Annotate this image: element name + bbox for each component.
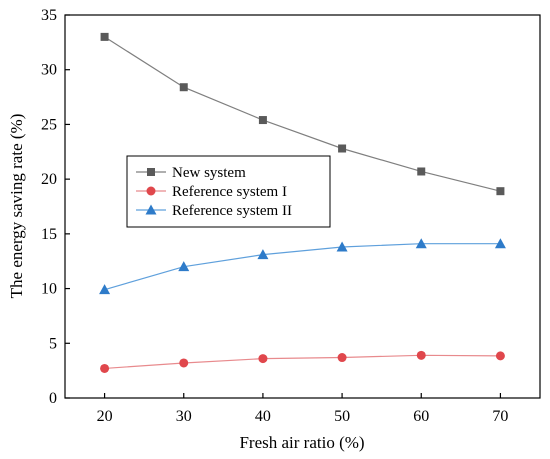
data-point bbox=[258, 116, 267, 125]
data-point bbox=[417, 167, 426, 176]
data-point bbox=[338, 144, 347, 153]
data-point bbox=[415, 238, 427, 249]
data-point bbox=[494, 238, 506, 249]
series-1 bbox=[100, 32, 505, 196]
y-tick-label: 0 bbox=[49, 390, 57, 407]
legend-marker bbox=[145, 204, 157, 215]
y-tick-label: 20 bbox=[41, 171, 57, 188]
x-tick-label: 70 bbox=[492, 408, 508, 425]
series-3 bbox=[99, 238, 506, 295]
data-point bbox=[496, 187, 505, 196]
x-tick-label: 30 bbox=[176, 408, 192, 425]
series-line bbox=[104, 243, 501, 291]
x-axis-title: Fresh air ratio (%) bbox=[239, 433, 364, 452]
series-line bbox=[104, 36, 501, 192]
y-tick-label: 10 bbox=[41, 281, 57, 298]
series-layer bbox=[99, 32, 506, 373]
data-point bbox=[336, 241, 348, 252]
data-point bbox=[100, 363, 110, 373]
x-tick-label: 50 bbox=[334, 408, 350, 425]
data-point bbox=[179, 83, 188, 92]
legend-label: Reference system II bbox=[172, 203, 292, 219]
y-tick-label: 25 bbox=[41, 116, 57, 133]
x-axis: 20 30 40 50 60 70 bbox=[97, 393, 508, 425]
y-tick-label: 5 bbox=[49, 335, 57, 352]
data-point bbox=[416, 350, 426, 360]
legend-label: Reference system I bbox=[172, 184, 287, 200]
y-axis-title: The energy saving rate (%) bbox=[7, 114, 26, 299]
legend-label: New system bbox=[172, 165, 246, 181]
series-line bbox=[104, 354, 501, 370]
data-point bbox=[495, 351, 505, 361]
y-tick-label: 35 bbox=[41, 7, 57, 24]
plot-frame bbox=[64, 14, 541, 399]
data-point bbox=[99, 284, 111, 295]
y-tick-label: 15 bbox=[41, 226, 57, 243]
legend-marker bbox=[146, 186, 156, 196]
legend-marker bbox=[147, 168, 155, 176]
data-point bbox=[100, 32, 109, 41]
y-axis: 0 5 10 15 20 25 30 35 bbox=[41, 7, 70, 407]
x-tick-label: 20 bbox=[97, 408, 113, 425]
data-point bbox=[258, 354, 268, 364]
data-point bbox=[257, 249, 269, 260]
data-point bbox=[179, 358, 189, 368]
y-tick-label: 30 bbox=[41, 62, 57, 79]
series-2 bbox=[100, 350, 505, 373]
data-point bbox=[337, 353, 347, 363]
data-point bbox=[178, 261, 190, 272]
x-tick-label: 40 bbox=[255, 408, 271, 425]
x-tick-label: 60 bbox=[413, 408, 429, 425]
legend: New system Reference system I Reference sy… bbox=[126, 155, 331, 228]
